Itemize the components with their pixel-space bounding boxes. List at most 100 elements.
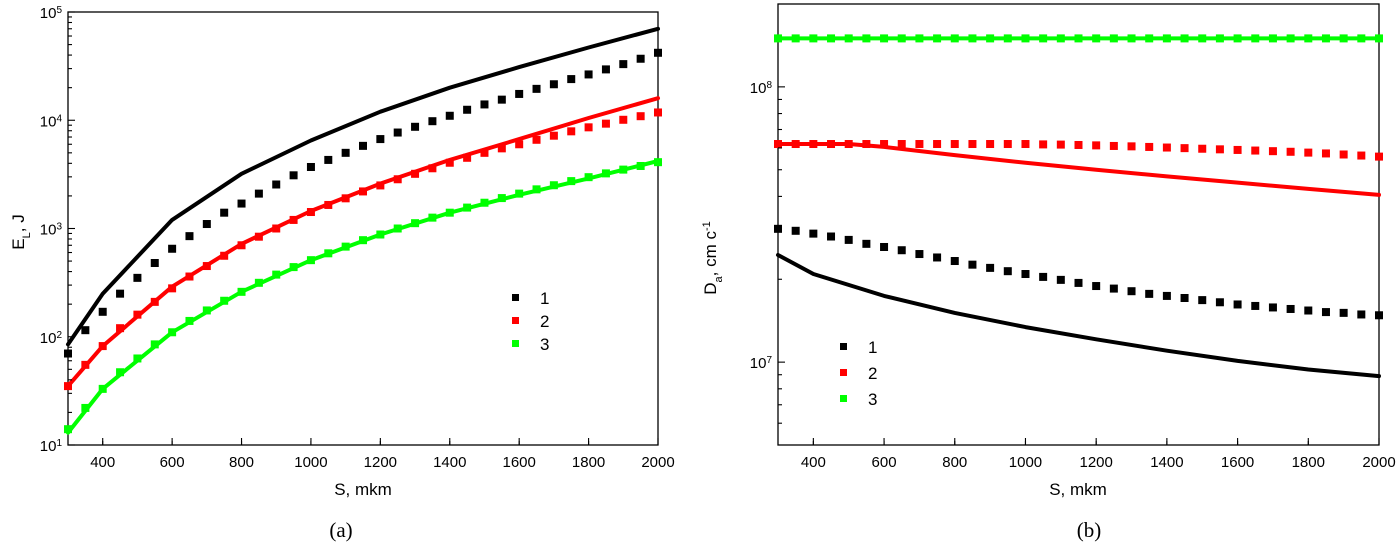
series-3-point	[1021, 34, 1030, 43]
series-3-point	[359, 236, 367, 245]
series-2-point	[1233, 145, 1242, 154]
series-1-point	[1268, 303, 1277, 312]
series-1-point	[428, 117, 437, 126]
y-tick-label: 107	[750, 355, 773, 373]
series-1-point	[1056, 275, 1065, 284]
series-2-point	[791, 140, 800, 149]
series-3-point	[1321, 34, 1330, 43]
series-2-point	[809, 140, 818, 149]
series-3-point	[1198, 34, 1207, 43]
series-2-point	[341, 194, 350, 203]
series-2-point	[1357, 151, 1366, 160]
series-3-point	[220, 296, 229, 305]
panel-b-series-layer	[774, 34, 1383, 379]
series-1-point	[359, 141, 367, 150]
legend-marker	[512, 340, 519, 347]
series-3-point	[968, 34, 977, 43]
series-2-point	[1375, 152, 1383, 161]
series-3-point	[1092, 34, 1101, 43]
panel-a-legend: 1 2 3	[512, 289, 549, 354]
series-1-point	[411, 122, 420, 131]
panel-b-x-axis-title: S, mkm	[1049, 480, 1107, 499]
series-3-point	[1286, 34, 1295, 43]
series-1-point	[1321, 308, 1330, 317]
legend-label: 3	[868, 390, 877, 409]
series-2-point	[1021, 140, 1030, 149]
series-1-point	[306, 162, 315, 171]
series-2-point	[289, 215, 298, 224]
series-3-point	[1375, 34, 1383, 43]
panel-b-y-axis: 107 108	[750, 79, 785, 424]
series-1-point	[185, 232, 194, 241]
series-1-point	[1357, 310, 1366, 319]
series-2-point	[1109, 141, 1118, 150]
panel-b-caption: (b)	[1077, 518, 1102, 542]
series-3-point	[1003, 34, 1012, 43]
series-2-point	[1180, 144, 1189, 153]
x-tick-label: 400	[801, 454, 826, 471]
series-3-point	[168, 328, 177, 337]
series-2-point	[1145, 142, 1154, 151]
series-1-point	[1092, 282, 1101, 291]
series-2-point	[880, 140, 889, 149]
series-2-point	[428, 164, 437, 173]
series-1-line	[776, 253, 1381, 379]
series-1-point	[636, 54, 645, 63]
series-2-point	[272, 224, 281, 233]
series-3-point	[791, 34, 800, 43]
series-2-point	[411, 169, 420, 178]
series-3-point	[897, 34, 906, 43]
series-1-point	[950, 257, 959, 266]
series-2-point	[1162, 143, 1171, 152]
series-3-point	[1074, 34, 1083, 43]
series-3-point	[324, 249, 333, 258]
legend-label: 3	[540, 335, 549, 354]
series-2-point	[654, 108, 662, 117]
series-3-point	[202, 306, 211, 315]
series-3-point	[654, 158, 662, 167]
legend-marker	[512, 317, 519, 324]
panel-b-legend: 1 2 3	[840, 338, 877, 409]
series-3-point	[532, 185, 541, 194]
series-3-point	[636, 161, 645, 170]
series-1-point	[968, 260, 977, 269]
series-1-point	[289, 171, 298, 180]
series-1-point	[1198, 296, 1207, 305]
series-2-point	[202, 262, 211, 271]
y-tick-label: 105	[40, 5, 63, 23]
series-1-point	[549, 80, 558, 89]
series-2-point	[827, 140, 836, 149]
panel-a-caption: (a)	[329, 518, 352, 542]
series-1-point	[654, 48, 662, 57]
series-3-point	[116, 368, 125, 377]
series-3-point	[809, 34, 818, 43]
series-1-point	[220, 208, 229, 217]
series-2-point	[376, 181, 385, 190]
series-2-point	[64, 382, 72, 391]
series-1-point	[272, 180, 281, 189]
series-2-point	[567, 127, 576, 136]
series-2-point	[393, 175, 402, 184]
panel-a-y-axis-title: EL, J	[9, 214, 33, 249]
series-3-point	[950, 34, 959, 43]
series-2-point	[220, 251, 229, 260]
series-2-point	[1286, 147, 1295, 156]
series-3-point	[1268, 34, 1277, 43]
series-2-point	[862, 140, 871, 149]
series-3-point	[1251, 34, 1260, 43]
legend-marker	[840, 369, 847, 376]
series-1-point	[515, 89, 524, 98]
series-1-point	[1109, 284, 1118, 293]
series-1-point	[532, 84, 541, 93]
series-1-point	[1145, 289, 1154, 298]
series-1-point	[567, 75, 576, 84]
series-3-point	[306, 256, 315, 265]
series-3-point	[619, 165, 628, 174]
series-1-point	[1233, 300, 1242, 309]
series-2-point	[933, 140, 942, 149]
series-1-point	[1162, 291, 1171, 300]
x-tick-label: 800	[229, 454, 254, 471]
series-2-point	[1092, 141, 1101, 150]
series-2-point	[185, 272, 194, 281]
